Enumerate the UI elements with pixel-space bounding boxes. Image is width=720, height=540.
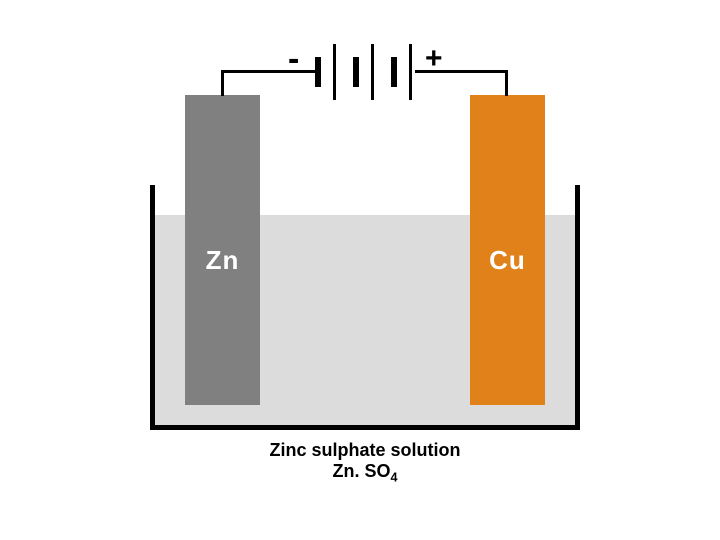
battery-long-plate [333,44,336,100]
wire-segment [221,70,224,96]
caption-formula-sub: 4 [390,471,397,485]
diagram-stage: Zn Cu - + Zinc sulphate solution Zn. SO4 [0,0,720,540]
wire-segment [221,70,315,73]
battery-plus-terminal: + [425,42,443,76]
battery-icon [315,42,415,102]
solution-caption: Zinc sulphate solution Zn. SO4 [150,440,580,485]
zinc-electrode: Zn [185,95,260,405]
zinc-electrode-label: Zn [185,245,260,276]
battery-long-plate [371,44,374,100]
copper-electrode: Cu [470,95,545,405]
caption-formula-prefix: Zn. SO [332,461,390,481]
battery-minus-terminal: - [288,40,299,79]
battery-short-plate [391,57,397,87]
battery-long-plate [409,44,412,100]
wire-segment [505,70,508,96]
copper-electrode-label: Cu [470,245,545,276]
caption-line2: Zn. SO4 [150,461,580,485]
battery-short-plate [315,57,321,87]
battery-short-plate [353,57,359,87]
caption-line1: Zinc sulphate solution [150,440,580,461]
